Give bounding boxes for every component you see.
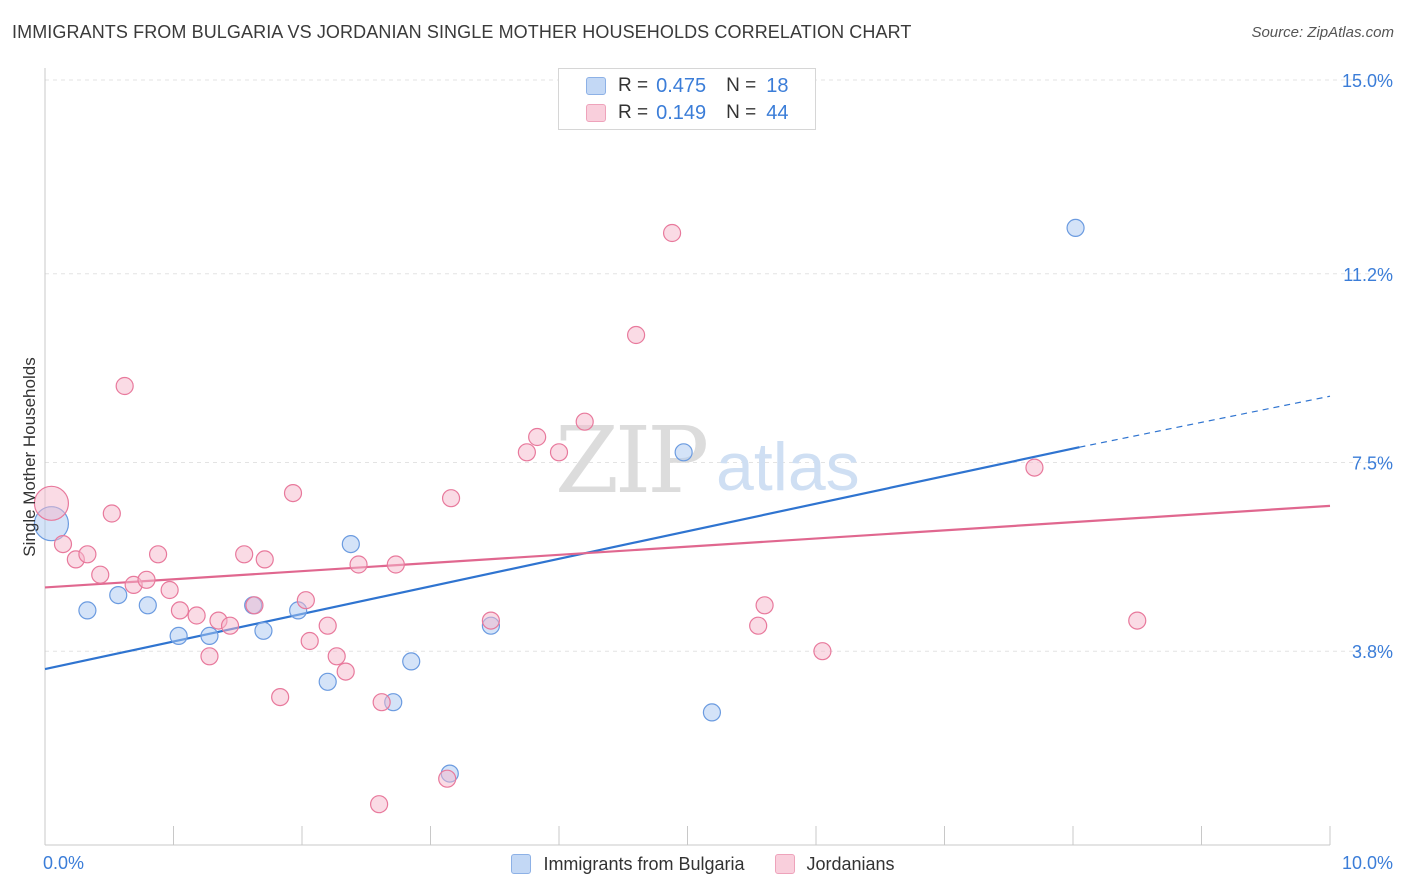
- axis-labels: 3.8% 7.5% 11.2% 15.0% 0.0% 10.0% Single Mother…: [20, 71, 1393, 873]
- jordanian-point: [78, 545, 97, 564]
- bulgaria-point: [402, 652, 421, 671]
- jordanian-point: [53, 534, 73, 554]
- legend-swatch-jordanians: [774, 854, 795, 874]
- jordanian-point: [626, 325, 646, 345]
- y-axis-title: Single Mother Households: [20, 357, 39, 556]
- jordanian-point: [318, 616, 337, 635]
- bulgaria-point: [702, 703, 722, 722]
- x-tick-label: 0.0%: [43, 853, 84, 873]
- n-label: N =: [726, 75, 757, 96]
- jordanian-trend-line: [44, 504, 1331, 589]
- stats-row-jordanians: R = 0.149 N = 44: [559, 100, 788, 126]
- jordanian-point: [386, 555, 405, 574]
- y-tick-label: 15.0%: [1342, 71, 1393, 91]
- n-value: 18: [766, 74, 789, 97]
- y-tick-label: 7.5%: [1352, 454, 1393, 474]
- jordanian-point: [1128, 611, 1147, 630]
- bulgaria-point: [169, 626, 188, 646]
- n-label: N =: [726, 102, 757, 123]
- x-tick-label: 10.0%: [1342, 853, 1393, 873]
- axes: [44, 68, 1331, 846]
- bulgaria-point: [138, 596, 157, 615]
- jordanian-point: [517, 443, 536, 462]
- jordanian-point: [1025, 458, 1044, 477]
- jordanian-point: [749, 616, 768, 635]
- jordanian-point: [220, 616, 240, 635]
- legend-label-jordanians: Jordanians: [806, 853, 895, 874]
- bulgaria-trend-extension: [1079, 395, 1331, 448]
- jordanian-point: [115, 376, 134, 396]
- jordanian-point: [372, 693, 391, 712]
- jordanian-point: [528, 427, 547, 447]
- bulgaria-point: [1066, 218, 1085, 237]
- watermark-atlas: atlas: [716, 429, 860, 505]
- jordanian-point: [300, 631, 319, 651]
- watermark: ZIP atlas: [555, 407, 860, 514]
- grid-lines: [45, 79, 1392, 652]
- jordanian-point: [137, 570, 156, 589]
- series-legend: Immigrants from Bulgaria Jordanians: [0, 850, 1406, 878]
- bulgaria-point: [341, 534, 360, 554]
- jordanian-point: [271, 687, 290, 707]
- r-value: 0.149: [656, 101, 707, 124]
- jordanian-point: [441, 489, 461, 508]
- bulgaria-point: [78, 601, 97, 620]
- swatch-jordanians: [586, 104, 606, 122]
- jordanian-point: [662, 223, 682, 243]
- jordanian-point: [170, 601, 190, 620]
- jordanian-point: [91, 565, 110, 584]
- data-points: [33, 218, 1147, 814]
- jordanian-point: [283, 484, 303, 503]
- jordanian-point: [349, 555, 368, 574]
- jordanian-point: [255, 550, 274, 569]
- bulgaria-point: [674, 443, 693, 462]
- jordanian-point: [370, 795, 389, 814]
- y-tick-label: 11.2%: [1343, 265, 1393, 285]
- jordanian-point: [813, 642, 832, 661]
- jordanian-point: [336, 662, 355, 681]
- jordanian-point: [160, 580, 179, 600]
- legend-item-bulgaria[interactable]: Immigrants from Bulgaria: [511, 853, 745, 875]
- jordanian-point: [187, 606, 206, 625]
- jordanian-point: [481, 611, 500, 630]
- bulgaria-point: [109, 585, 128, 605]
- jordanian-point: [245, 596, 264, 615]
- jordanian-point: [200, 647, 219, 666]
- r-label: R =: [618, 102, 649, 123]
- r-value: 0.475: [656, 74, 707, 97]
- bulgaria-point: [318, 672, 337, 691]
- jordanian-point: [102, 504, 121, 523]
- jordanian-point: [235, 545, 254, 564]
- bulgaria-point: [200, 626, 219, 646]
- source-label: Source: ZipAtlas.com: [1251, 24, 1394, 41]
- bulgaria-point: [254, 621, 273, 640]
- jordanian-point: [438, 769, 457, 788]
- r-label: R =: [618, 75, 649, 96]
- stats-legend: R = 0.475 N = 18 R = 0.149 N = 44: [558, 68, 816, 130]
- legend-swatch-bulgaria: [511, 854, 532, 874]
- jordanian-point: [575, 412, 594, 431]
- jordanian-point: [755, 596, 774, 615]
- n-value: 44: [766, 101, 789, 124]
- jordanian-point: [327, 647, 346, 666]
- jordanian-point: [148, 545, 168, 564]
- y-tick-label: 3.8%: [1352, 642, 1393, 662]
- stats-row-bulgaria: R = 0.475 N = 18: [559, 73, 788, 99]
- jordanian-point: [33, 485, 70, 521]
- jordanian-point: [296, 591, 315, 610]
- chart-title: IMMIGRANTS FROM BULGARIA VS JORDANIAN SI…: [12, 22, 912, 42]
- legend-item-jordanians[interactable]: Jordanians: [774, 853, 895, 875]
- swatch-bulgaria: [586, 77, 606, 95]
- legend-label-bulgaria: Immigrants from Bulgaria: [543, 853, 745, 874]
- jordanian-point: [549, 443, 569, 462]
